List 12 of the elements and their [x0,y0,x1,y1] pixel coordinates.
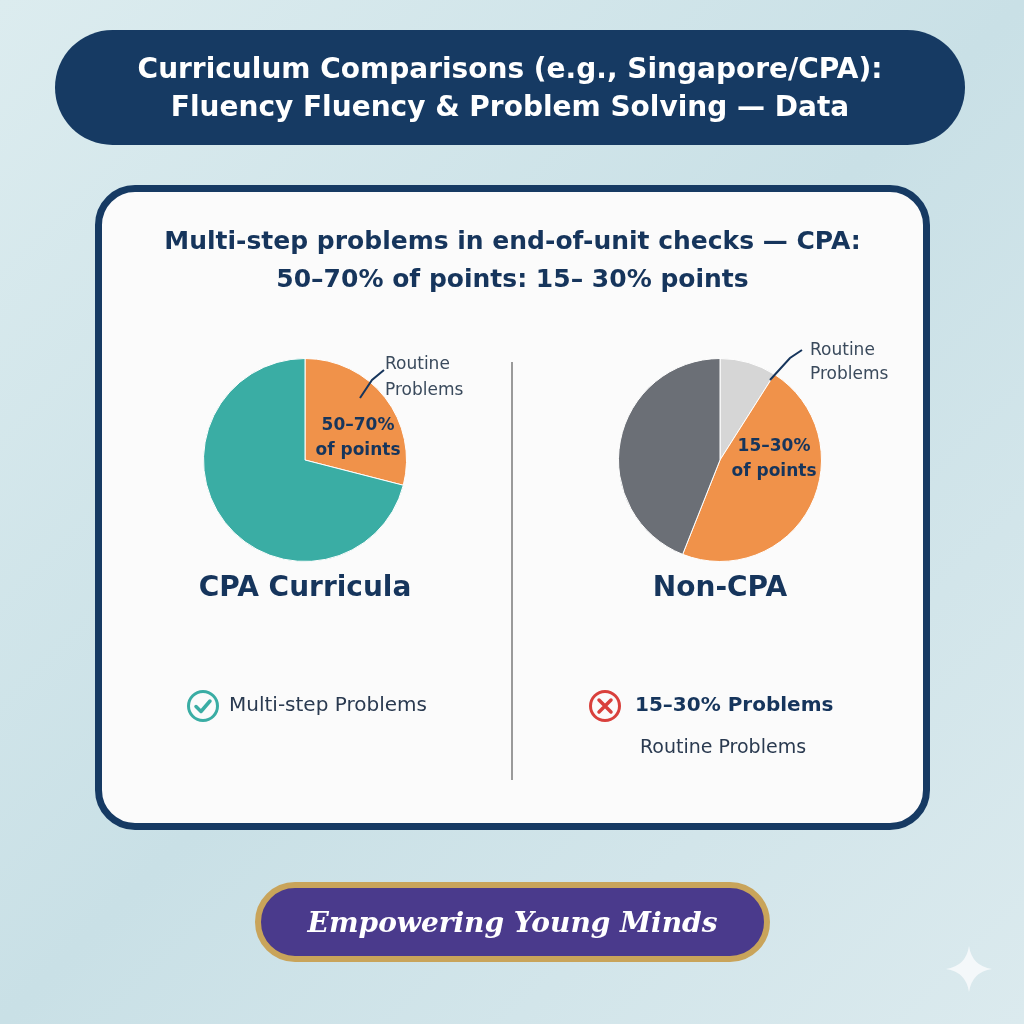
text: 15–30% of points [730,434,818,482]
text: 50–70% of points [314,413,402,461]
text: Empowering Young Minds [255,882,770,962]
text: Non-CPA [651,570,789,603]
text: Multi-step Problems [229,692,427,716]
text: CPA Curricula [197,570,413,603]
text: Routine Problems [810,338,890,385]
text: 15–30% Problems [635,692,834,716]
text: Curriculum Comparisons (e.g., Singapore/CPA): Fluency Fluency & Problem Solving — Data [55,30,965,145]
text: Routine Problems [638,735,808,757]
text: Routine Problems [385,352,465,401]
text: Multi-step problems in end-of-unit checks — CPA: 50–70% of points: 15– 30% points [163,225,862,295]
